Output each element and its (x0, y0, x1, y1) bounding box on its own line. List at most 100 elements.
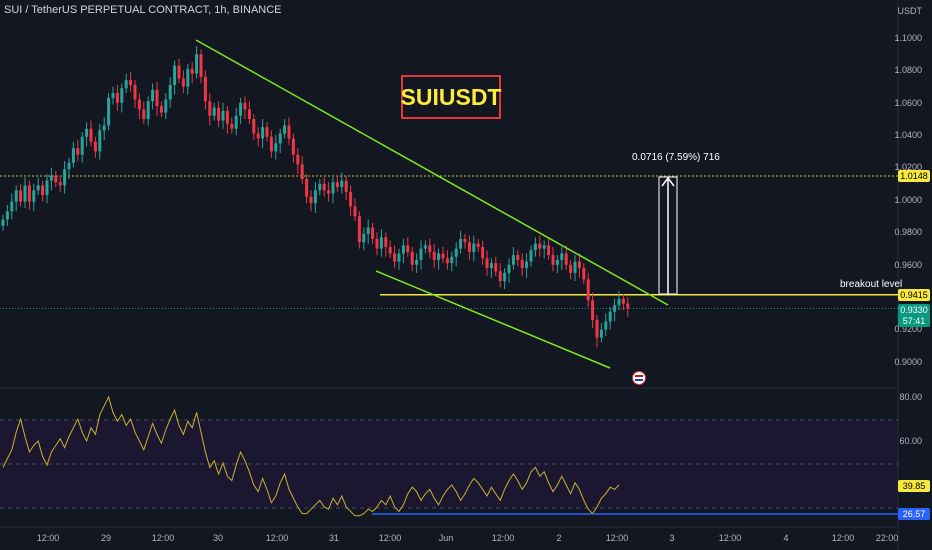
candle-body (283, 125, 287, 134)
candle-body (278, 133, 282, 144)
candle-body (203, 76, 207, 102)
candle-body (85, 128, 89, 137)
candle-body (261, 127, 265, 139)
price-tick-label: 1.1000 (894, 33, 922, 43)
us-flag-icon[interactable] (632, 371, 646, 385)
time-tick-label: 4 (783, 533, 789, 543)
candle-body (344, 180, 348, 192)
candle-body (564, 253, 568, 265)
candle-body (164, 99, 168, 113)
candle-body (472, 243, 476, 252)
candle-body (577, 261, 581, 269)
currency-label: USDT (897, 6, 923, 16)
candle-body (432, 251, 436, 260)
candle-body (476, 243, 480, 247)
candle-body (54, 175, 58, 183)
time-tick-label: 12:00 (36, 533, 60, 543)
breakout-label: breakout level (840, 279, 903, 290)
candle-body (234, 115, 238, 129)
candle-body (384, 237, 388, 247)
candle-body (529, 250, 533, 262)
candle-body (357, 216, 361, 243)
candle-body (595, 319, 599, 338)
candle-body (419, 248, 423, 260)
candle-body (327, 190, 331, 194)
candle-body (494, 263, 498, 272)
price-tick-label: 0.9800 (894, 227, 922, 237)
candle-body (626, 303, 630, 309)
candle-body (107, 97, 111, 126)
candle-body (5, 211, 9, 220)
candle-body (151, 89, 155, 102)
candle-body (335, 182, 339, 188)
candle-body (124, 80, 128, 89)
candle-body (340, 180, 344, 188)
time-tick-label: 2 (556, 533, 562, 543)
candle-body (608, 311, 612, 322)
candle-body (379, 237, 383, 249)
price-tick-label: 1.0200 (894, 162, 922, 172)
candle-body (599, 329, 603, 338)
candle-body (230, 123, 234, 129)
candle-body (362, 234, 366, 243)
candle-body (555, 259, 559, 265)
candle-body (243, 102, 247, 110)
candle-body (142, 109, 146, 119)
rsi-tick-label: 80.00 (899, 392, 922, 402)
candle-body (313, 190, 317, 204)
candle-body (14, 190, 18, 202)
candle-body (76, 148, 80, 155)
target-price-tag: 1.0148 (898, 170, 930, 182)
chart-title: SUI / TetherUS PERPETUAL CONTRACT, 1h, B… (4, 4, 282, 16)
time-tick-label: 12:00 (265, 533, 289, 543)
candle-body (485, 258, 489, 269)
price-tick-label: 0.9200 (894, 324, 922, 334)
candle-body (388, 246, 392, 254)
candle-body (621, 298, 625, 304)
price-tick-label: 1.0800 (894, 65, 922, 75)
candle-body (98, 130, 102, 152)
candle-body (296, 154, 300, 165)
candle-body (353, 206, 357, 217)
candle-body (63, 169, 67, 186)
candle-body (23, 185, 27, 202)
candle-body (287, 125, 291, 139)
candle-body (208, 101, 212, 116)
time-tick-label: 29 (100, 533, 112, 543)
rsi-value-tag: 39.85 (898, 480, 930, 492)
candle-body (423, 245, 427, 249)
candle-body (71, 148, 75, 163)
candle-body (318, 183, 322, 191)
candle-body (538, 243, 542, 249)
candle-body (49, 175, 53, 181)
candle-body (582, 268, 586, 280)
candle-body (604, 321, 608, 330)
countdown-tag: 57:41 (898, 315, 930, 327)
candle-body (573, 261, 577, 273)
candle-body (437, 253, 441, 260)
measure-label: 0.0716 (7.59%) 716 (632, 152, 720, 163)
candle-body (111, 93, 115, 98)
candle-body (45, 180, 49, 196)
candle-body (507, 264, 511, 273)
candle-body (305, 178, 309, 197)
candle-body (586, 279, 590, 301)
candle-body (547, 245, 551, 256)
candle-body (199, 54, 203, 77)
symbol-badge: SUIUSDT (401, 75, 501, 119)
candle-body (371, 227, 375, 239)
candle-body (415, 259, 419, 265)
price-tick-label: 0.9000 (894, 357, 922, 367)
candle-body (459, 238, 463, 249)
candle-body (525, 261, 529, 269)
candle-body (401, 245, 405, 254)
candle-body (120, 88, 124, 103)
candle-body (397, 253, 401, 262)
candle-body (428, 245, 432, 252)
candle-body (520, 259, 524, 269)
time-tick-label: 12:00 (491, 533, 515, 543)
rsi-low-tag: 26.57 (898, 508, 930, 520)
upper-trendline (195, 39, 669, 306)
rsi-line (2, 395, 620, 517)
